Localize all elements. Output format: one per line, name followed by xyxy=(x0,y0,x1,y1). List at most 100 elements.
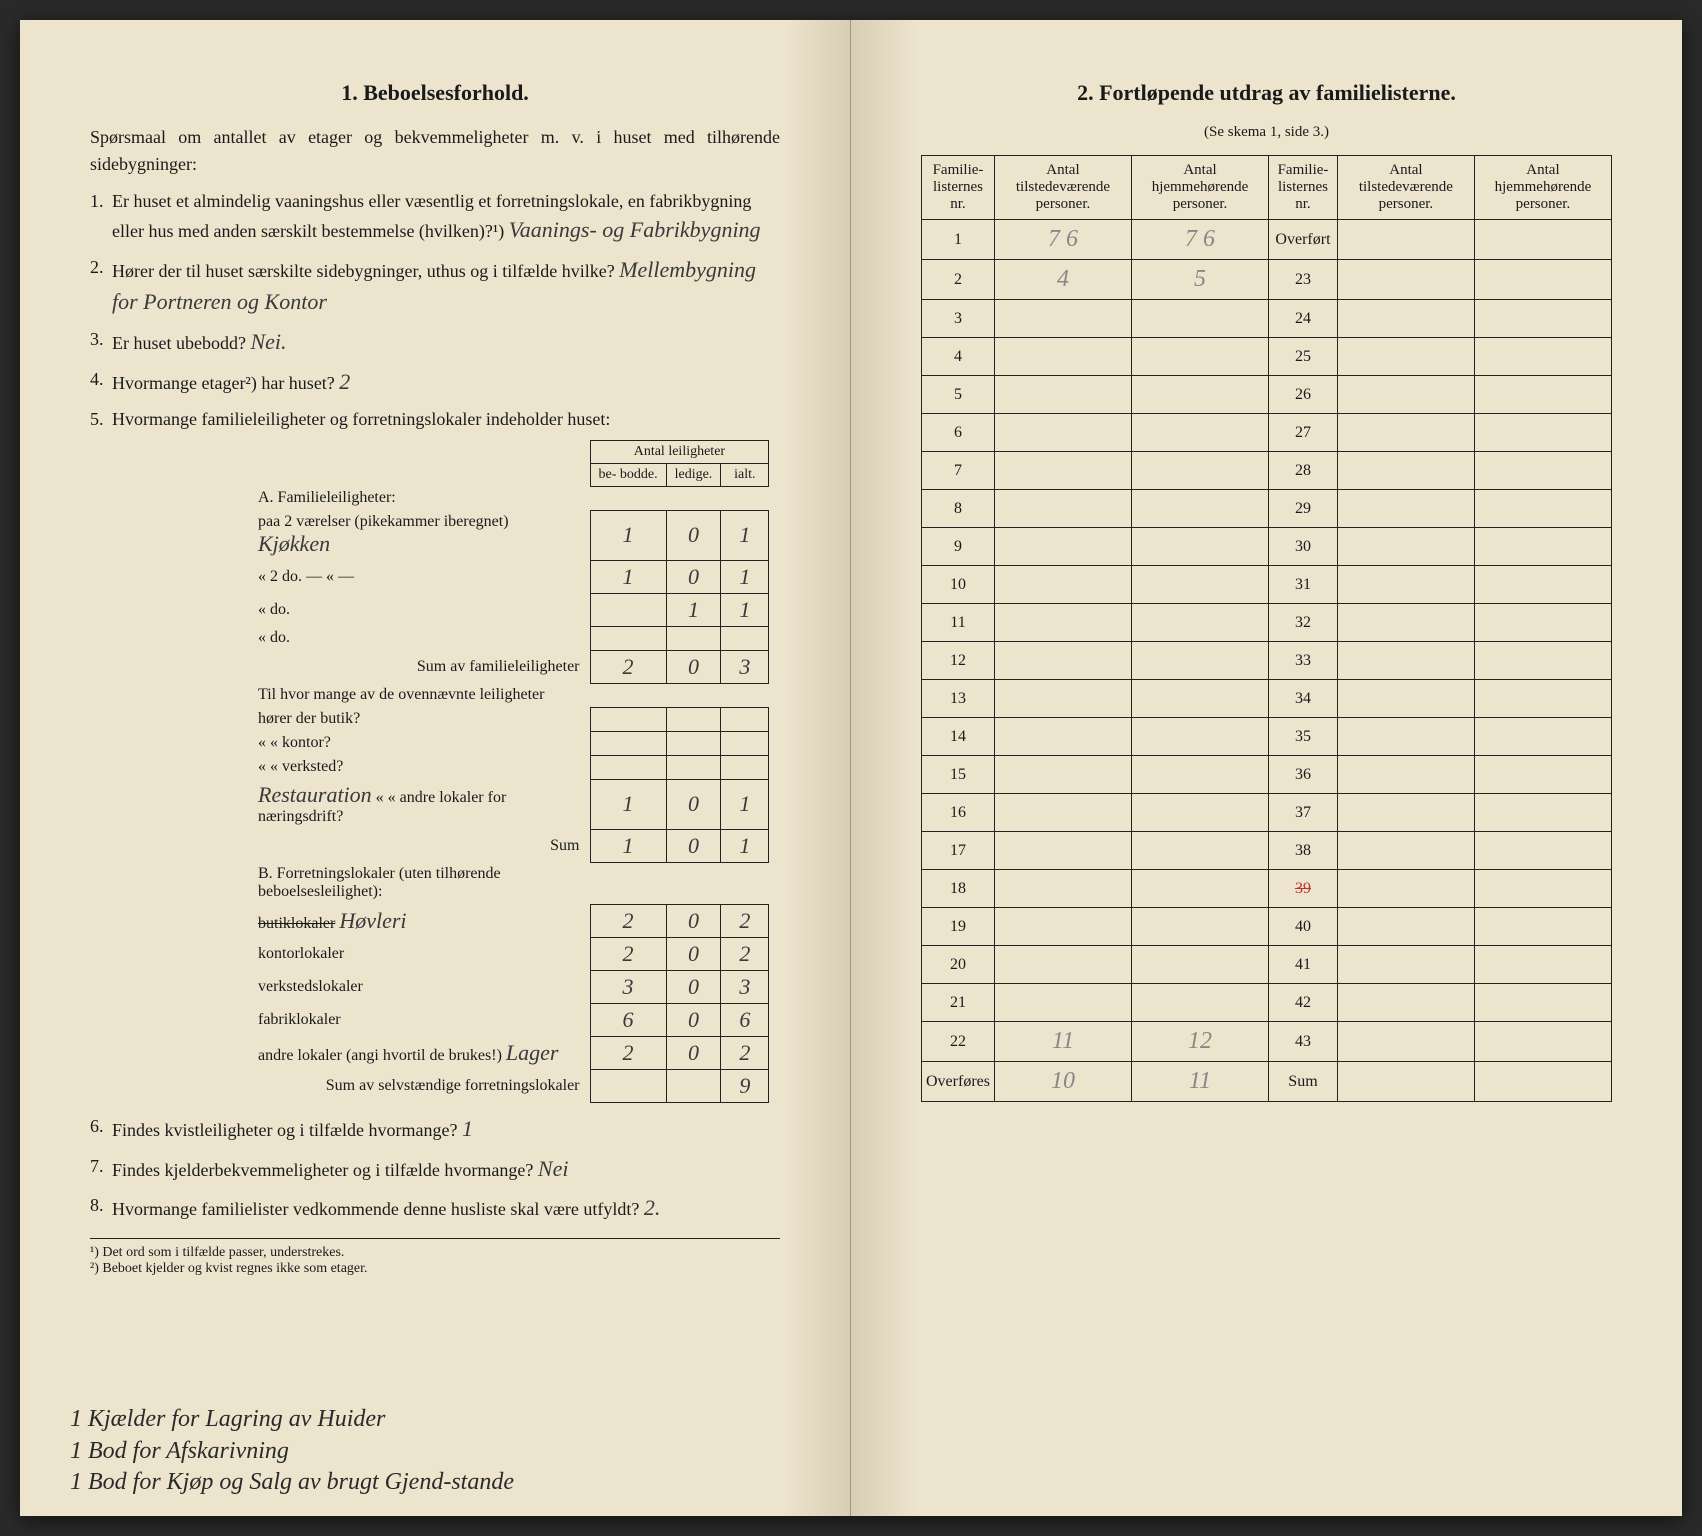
sumA-label: Sum av familieleiligheter xyxy=(250,650,590,683)
table-row: 10 31 xyxy=(922,566,1612,604)
rowA1-label: paa 2 værelser (pikekammer iberegnet) xyxy=(258,513,509,530)
rB5-1: 0 xyxy=(666,1036,721,1069)
table-row: 1435 xyxy=(922,718,1612,756)
row-num-right: 32 xyxy=(1269,604,1338,642)
q2-text: Hører der til huset særskilte sidebygnin… xyxy=(112,261,615,281)
row-num-right: 31 xyxy=(1269,566,1338,604)
hjem-right xyxy=(1474,220,1611,260)
rowA4-2 xyxy=(721,626,769,650)
rB2-1: 0 xyxy=(666,937,721,970)
q2: 2. Hører der til huset særskilte sidebyg… xyxy=(112,254,780,318)
tilst-left: 7 6 xyxy=(994,220,1131,260)
q7: 7. Findes kjelderbekvemmeligheter og i t… xyxy=(112,1153,780,1185)
rowA3-2: 1 xyxy=(721,593,769,626)
row-num-left: 6 xyxy=(922,414,995,452)
tilst-right xyxy=(1337,718,1474,756)
tilst-left xyxy=(994,946,1131,984)
row-num-right: 39 xyxy=(1269,870,1338,908)
hjem-left xyxy=(1131,870,1268,908)
col-ledige: ledige. xyxy=(666,463,721,486)
rowA2-1: 0 xyxy=(666,560,721,593)
scanned-book-spread: 1. Beboelsesforhold. Spørsmaal om antall… xyxy=(20,20,1682,1516)
antal-header: Antal leiligheter xyxy=(590,440,769,463)
row-num-right: 30 xyxy=(1269,528,1338,566)
row-num-right: 29 xyxy=(1269,490,1338,528)
r-andre-1: 0 xyxy=(666,779,721,829)
q3-text: Er huset ubebodd? xyxy=(112,333,246,353)
tilst-left xyxy=(994,528,1131,566)
rB1-2: 2 xyxy=(721,904,769,937)
hjem-right xyxy=(1474,756,1611,794)
section-b-label: B. Forretningslokaler (uten tilhørende b… xyxy=(250,862,590,904)
hjem-right xyxy=(1474,300,1611,338)
left-page: 1. Beboelsesforhold. Spørsmaal om antall… xyxy=(20,20,851,1516)
rowA2-2: 1 xyxy=(721,560,769,593)
rB3-label: verkstedslokaler xyxy=(250,970,590,1003)
handwritten-notes: 1 Kjælder for Lagring av Huider 1 Bod fo… xyxy=(70,1404,800,1498)
row-num-right: 38 xyxy=(1269,832,1338,870)
tilst-left xyxy=(994,984,1131,1022)
sumB-0 xyxy=(590,1069,666,1102)
col1-header: Familie- listernes nr. xyxy=(922,156,995,220)
rowA4-0 xyxy=(590,626,666,650)
sum-tilst xyxy=(1337,1062,1474,1102)
col3-header-r: Antal hjemmehørende personer. xyxy=(1474,156,1611,220)
rB5-hw: Lager xyxy=(506,1040,559,1065)
hjem-right xyxy=(1474,718,1611,756)
sumA-2: 3 xyxy=(721,650,769,683)
hjem-right xyxy=(1474,490,1611,528)
rB3-2: 3 xyxy=(721,970,769,1003)
tilst-right xyxy=(1337,794,1474,832)
row-num-left: 1 xyxy=(922,220,995,260)
sumB-1 xyxy=(666,1069,721,1102)
row-num-right: 25 xyxy=(1269,338,1338,376)
tilst-left xyxy=(994,908,1131,946)
hjem-left xyxy=(1131,642,1268,680)
rowA1-0: 1 xyxy=(590,510,666,560)
table-row: 17 67 6Overført xyxy=(922,220,1612,260)
sumMid-1: 0 xyxy=(666,829,721,862)
row-num-right: 26 xyxy=(1269,376,1338,414)
row-num-left: 14 xyxy=(922,718,995,756)
overfores-tilst: 10 xyxy=(994,1062,1131,1102)
tilst-left xyxy=(994,642,1131,680)
q3-answer: Nei. xyxy=(250,329,286,354)
row-num-left: 21 xyxy=(922,984,995,1022)
sumMid-0: 1 xyxy=(590,829,666,862)
tilst-left xyxy=(994,300,1131,338)
q7-text: Findes kjelderbekvemmeligheter og i tilf… xyxy=(112,1160,533,1180)
tilst-left xyxy=(994,718,1131,756)
hjem-right xyxy=(1474,1022,1611,1062)
tilst-left xyxy=(994,338,1131,376)
table-row: 1334 xyxy=(922,680,1612,718)
overfores-label: Overføres xyxy=(922,1062,995,1102)
table-row: 24523 xyxy=(922,260,1612,300)
row-num-right: Overført xyxy=(1269,220,1338,260)
sumA-0: 2 xyxy=(590,650,666,683)
row-num-left: 22 xyxy=(922,1022,995,1062)
tilst-right xyxy=(1337,642,1474,680)
hjem-right xyxy=(1474,452,1611,490)
right-page: 2. Fortløpende utdrag av familielisterne… xyxy=(851,20,1682,1516)
hjem-right xyxy=(1474,870,1611,908)
rB5-0: 2 xyxy=(590,1036,666,1069)
sumMid-label: Sum xyxy=(250,829,590,862)
row-num-left: 16 xyxy=(922,794,995,832)
r-kontor: « « kontor? xyxy=(250,731,590,755)
table-body: 17 67 6Overført2452332442552662772882993… xyxy=(922,220,1612,1102)
rB1-1: 0 xyxy=(666,904,721,937)
row-num-left: 10 xyxy=(922,566,995,604)
rB3-1: 0 xyxy=(666,970,721,1003)
tilst-left xyxy=(994,414,1131,452)
q6-answer: 1 xyxy=(462,1116,473,1141)
table-row: 2142 xyxy=(922,984,1612,1022)
row-num-left: 18 xyxy=(922,870,995,908)
hjem-left xyxy=(1131,984,1268,1022)
tilst-right xyxy=(1337,260,1474,300)
hjem-right xyxy=(1474,414,1611,452)
hjem-right xyxy=(1474,642,1611,680)
q8: 8. Hvormange familielister vedkommende d… xyxy=(112,1192,780,1224)
col2-header: Antal tilstedeværende personer. xyxy=(994,156,1131,220)
q5: 5. Hvormange familieleiligheter og forre… xyxy=(112,406,780,432)
table-row-summary: Overføres1011Sum xyxy=(922,1062,1612,1102)
